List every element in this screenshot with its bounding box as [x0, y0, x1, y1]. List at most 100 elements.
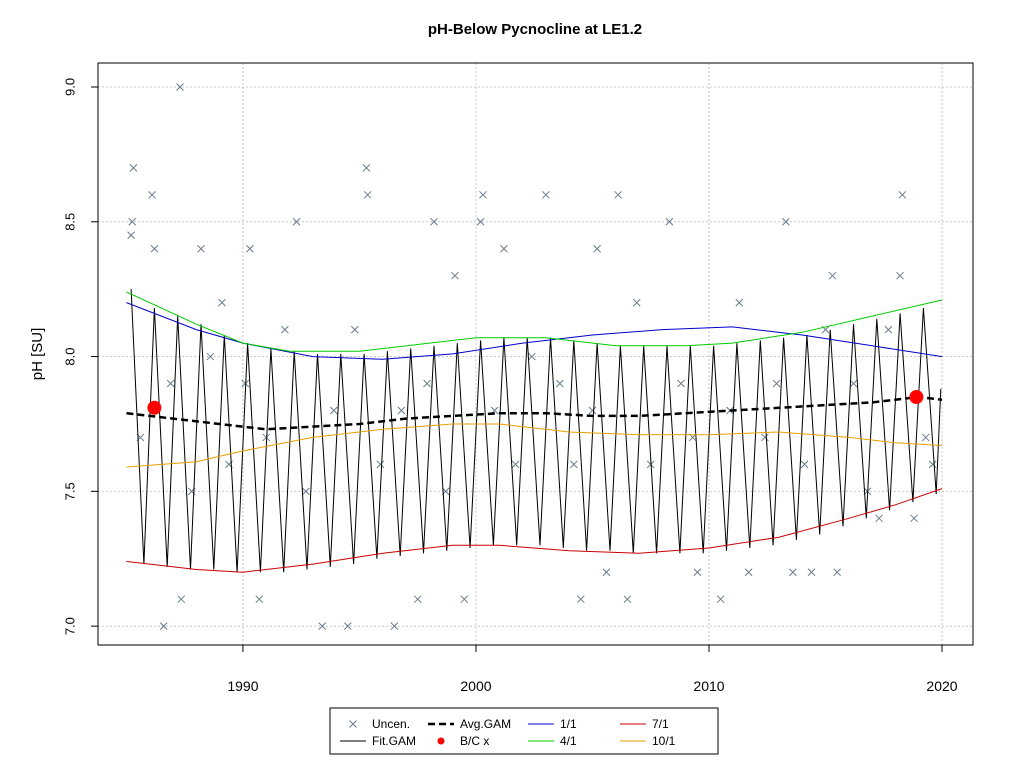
y-tick-label: 7.5 — [63, 482, 78, 500]
data-point — [511, 460, 520, 469]
data-point — [147, 400, 162, 415]
data-point — [197, 244, 205, 253]
data-point — [910, 514, 918, 523]
data-point — [602, 568, 611, 577]
data-point — [176, 83, 184, 91]
data-point — [413, 595, 422, 604]
data-point — [665, 217, 674, 226]
y-axis-label: pH [SU] — [29, 328, 46, 381]
legend-item: B/C x — [437, 734, 489, 748]
data-point — [292, 217, 301, 226]
data-point — [898, 190, 907, 199]
data-line — [126, 423, 943, 468]
data-point — [362, 164, 371, 172]
data-point — [921, 433, 930, 442]
data-point — [623, 595, 632, 604]
data-point — [528, 352, 536, 361]
data-point — [772, 379, 781, 388]
data-point — [423, 379, 431, 388]
y-tick-label: 8.5 — [63, 213, 78, 231]
data-point — [614, 190, 622, 199]
data-point — [479, 190, 487, 199]
data-point — [246, 244, 254, 253]
y-tick-label: 8.0 — [63, 348, 78, 366]
data-point — [928, 460, 937, 469]
data-point — [909, 389, 924, 404]
legend-item: 10/1 — [620, 734, 676, 748]
data-point — [451, 271, 459, 280]
data-point — [542, 190, 550, 199]
legend-item: 1/1 — [528, 717, 577, 731]
legend-label: 7/1 — [652, 717, 669, 731]
legend-item: Uncen. — [349, 717, 410, 731]
data-line — [130, 289, 942, 573]
data-point — [588, 406, 597, 415]
data-line — [126, 302, 943, 360]
data-point — [390, 622, 399, 630]
data-point — [166, 379, 175, 388]
data-point — [150, 244, 159, 253]
data-point — [281, 325, 289, 334]
data-point — [255, 595, 264, 604]
data-point — [807, 568, 816, 577]
data-point — [576, 595, 585, 604]
data-line — [126, 395, 943, 431]
data-point — [744, 568, 753, 577]
data-point — [833, 568, 842, 577]
legend-label: Avg.GAM — [460, 717, 511, 731]
legend-label: B/C x — [460, 734, 489, 748]
data-point — [430, 217, 438, 226]
data-point — [127, 231, 135, 240]
legend — [329, 707, 719, 755]
data-point — [302, 487, 310, 496]
data-point — [318, 622, 327, 630]
data-point — [828, 271, 837, 280]
data-point — [376, 460, 385, 469]
y-tick-label: 7.0 — [63, 617, 78, 635]
plot-frame — [97, 62, 974, 646]
data-point — [177, 595, 186, 604]
data-point — [735, 298, 744, 307]
x-tick-label: 1990 — [227, 678, 258, 694]
legend-label: Uncen. — [372, 717, 410, 731]
data-point — [593, 244, 601, 253]
data-point — [206, 352, 215, 361]
x-tick-label: 2000 — [460, 678, 491, 694]
data-point — [218, 298, 226, 307]
legend-symbol — [349, 720, 357, 728]
x-tick-label: 2010 — [693, 678, 724, 694]
data-point — [761, 433, 769, 442]
data-line — [126, 291, 943, 352]
chart-title: pH-Below Pycnocline at LE1.2 — [428, 21, 642, 38]
data-point — [397, 406, 406, 415]
legend-symbol — [437, 737, 445, 745]
data-point — [159, 622, 168, 630]
data-point — [789, 568, 797, 577]
data-point — [782, 217, 790, 226]
legend-item: Fit.GAM — [340, 734, 416, 748]
y-tick-label: 9.0 — [63, 78, 78, 96]
legend-item: 4/1 — [528, 734, 577, 748]
data-point — [875, 514, 883, 523]
data-point — [129, 164, 138, 172]
data-point — [693, 568, 702, 577]
data-point — [329, 406, 338, 415]
data-point — [350, 325, 359, 334]
data-point — [555, 379, 564, 388]
x-tick-label: 2020 — [926, 678, 957, 694]
legend-label: 1/1 — [560, 717, 577, 731]
data-point — [128, 217, 137, 226]
data-point — [884, 325, 893, 334]
data-point — [896, 271, 904, 280]
data-point — [363, 190, 372, 199]
legend-label: 10/1 — [652, 734, 676, 748]
data-point — [460, 595, 469, 604]
data-point — [476, 217, 485, 226]
data-point — [569, 460, 578, 469]
data-point — [148, 190, 156, 199]
legend-item: 7/1 — [620, 717, 669, 731]
data-point — [677, 379, 685, 388]
data-point — [716, 595, 725, 604]
data-point — [849, 379, 858, 388]
